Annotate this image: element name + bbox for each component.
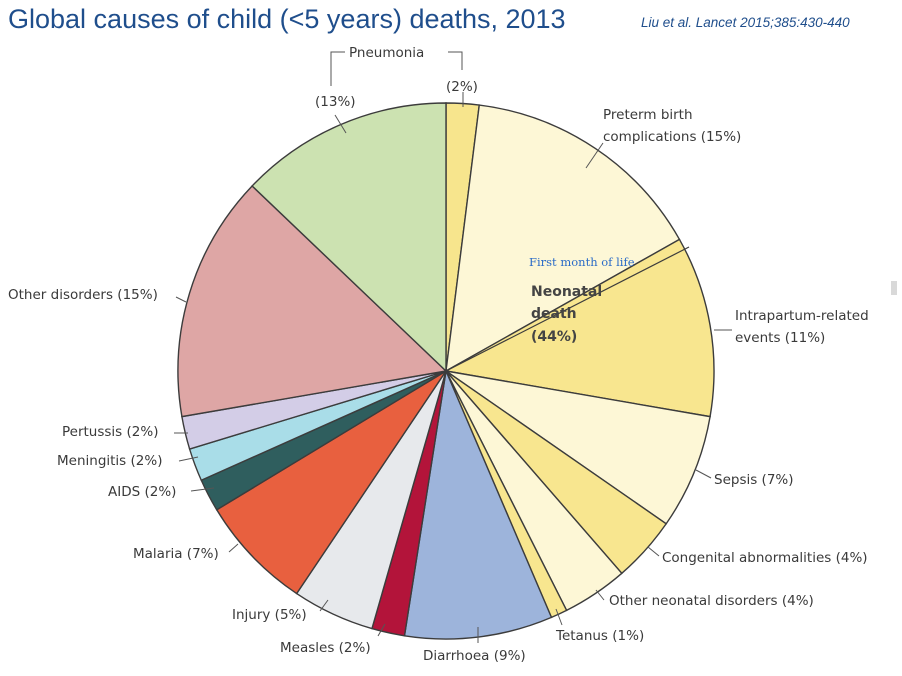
pneumonia-group-label: Pneumonia <box>349 45 424 61</box>
pie-slice-intrapartum <box>443 238 715 418</box>
first-month-of-life-label: First month of life <box>529 255 635 269</box>
leader-line-malaria <box>228 543 239 553</box>
slice-label-meningitis: Meningitis (2%) <box>57 453 162 469</box>
leader-line-other-disorders <box>175 296 187 303</box>
leader-line-sepsis <box>695 469 712 479</box>
chart-title: Global causes of child (<5 years) deaths… <box>8 4 566 34</box>
slice-label-measles: Measles (2%) <box>280 640 371 656</box>
leader-line-pneu-post <box>334 114 347 134</box>
pie-slice-diarrhoea <box>403 368 553 640</box>
slice-label-intrapartum: Intrapartum-related events (11%) <box>735 308 869 346</box>
slice-label-injury: Injury (5%) <box>232 607 307 623</box>
slice-label-malaria: Malaria (7%) <box>133 546 219 562</box>
slice-label-sepsis: Sepsis (7%) <box>714 472 794 488</box>
pie-slice-preterm <box>445 104 681 373</box>
pie-slice-sepsis <box>445 370 711 525</box>
neonatal-divider-line <box>445 246 690 372</box>
leader-line-meningitis <box>178 456 199 462</box>
leader-line-other-neo <box>595 589 605 601</box>
slice-label-congenital: Congenital abnormalities (4%) <box>662 550 868 566</box>
slice-label-tetanus: Tetanus (1%) <box>555 628 644 644</box>
slice-label-aids: AIDS (2%) <box>108 484 176 500</box>
slice-label-pneu-post: (13%) <box>315 94 356 110</box>
slice-label-other-disorders: Other disorders (15%) <box>8 287 158 303</box>
slice-label-preterm: Preterm birth complications (15%) <box>603 107 741 145</box>
neonatal-group-label: Neonatal death (44%) <box>531 284 602 345</box>
slice-label-pertussis: Pertussis (2%) <box>62 424 158 440</box>
pie-slice-malaria <box>215 370 447 595</box>
slice-label-other-neo: Other neonatal disorders (4%) <box>609 593 814 609</box>
leader-line-aids <box>190 487 215 492</box>
pie-slice-other-disorders <box>177 184 448 418</box>
leader-line-congenital <box>647 546 660 557</box>
scroll-edge <box>891 281 897 295</box>
leader-line-tetanus <box>555 608 563 626</box>
slice-label-diarrhoea: Diarrhoea (9%) <box>423 648 526 664</box>
pneumonia-bracket <box>330 51 463 86</box>
slice-label-pneu-neo: (2%) <box>446 79 478 95</box>
leader-line-injury <box>319 599 329 612</box>
leader-line-measles <box>377 623 386 637</box>
citation: Liu et al. Lancet 2015;385:430-440 <box>641 15 850 30</box>
leader-line-preterm <box>585 142 604 169</box>
